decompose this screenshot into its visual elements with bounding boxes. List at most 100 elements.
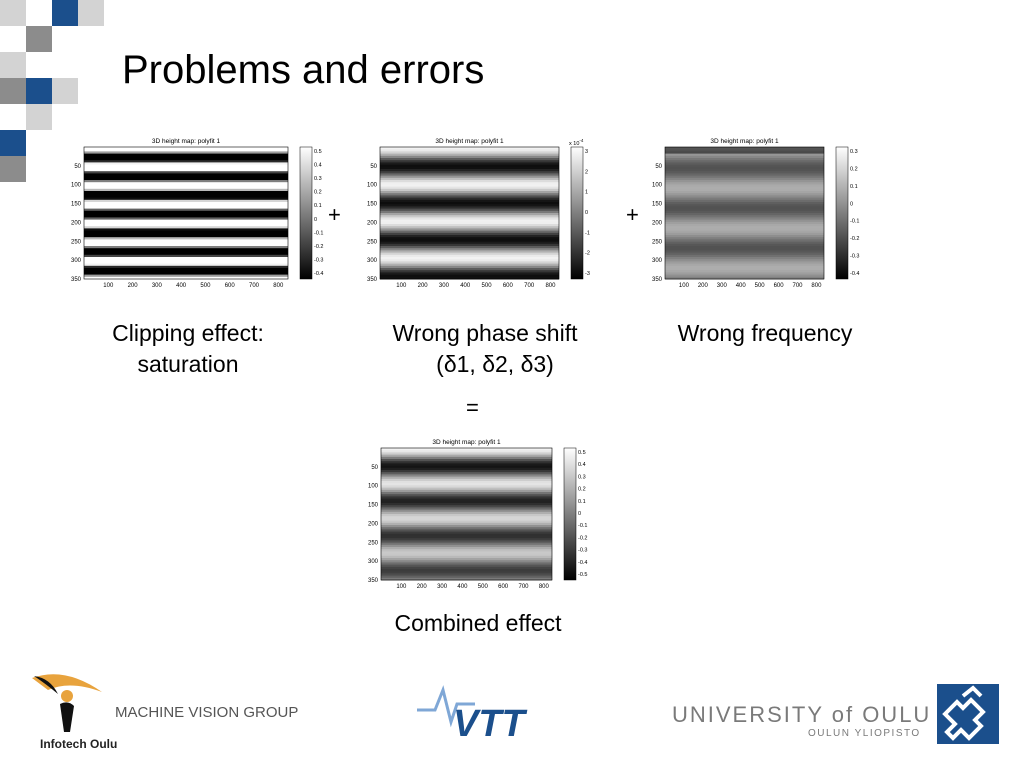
stripe-band xyxy=(84,246,288,249)
stripe-band xyxy=(84,186,288,190)
colorbar-tick-label: 0 xyxy=(578,511,581,517)
stripe-band xyxy=(84,274,288,278)
stripe-band xyxy=(665,228,824,232)
stripe-band xyxy=(665,180,824,183)
stripe-band xyxy=(665,158,824,161)
height-map-clipping: 3D height map: polyfit 1 50 100 150 200 250 30… xyxy=(60,133,350,295)
caption-phase-shift: Wrong phase shift (δ1, δ2, δ3) xyxy=(370,318,600,380)
stripe-band xyxy=(84,215,288,218)
height-map-svg: 3D height map: polyfit 15010015020025030… xyxy=(652,138,860,289)
stripe-band xyxy=(381,547,552,550)
stripe-band xyxy=(380,237,559,240)
height-map-svg: 3D height map: polyfit 15010015020025030… xyxy=(367,138,590,289)
x-tick-label: 600 xyxy=(498,584,509,590)
x-tick-label: 800 xyxy=(273,283,284,289)
stripe-band xyxy=(665,199,824,203)
colorbar-exponent-power: -4 xyxy=(579,138,583,143)
plus-sign: + xyxy=(328,202,341,227)
deco-square xyxy=(26,26,52,52)
y-tick-label: 200 xyxy=(367,220,378,226)
x-tick-label: 800 xyxy=(539,584,550,590)
x-tick-label: 300 xyxy=(439,283,450,289)
stripe-band xyxy=(380,166,559,170)
stripe-band xyxy=(665,191,824,194)
stripe-band xyxy=(381,470,552,473)
y-tick-label: 200 xyxy=(652,220,663,226)
stripe-band xyxy=(84,149,288,152)
stripe-band xyxy=(84,204,288,207)
height-map-frequency: 3D height map: polyfit 1 50 100 150 200 250 30… xyxy=(641,133,886,295)
stripe-band xyxy=(665,186,824,190)
x-tick-label: 500 xyxy=(482,283,493,289)
stripe-band xyxy=(665,171,824,174)
stripe-band xyxy=(665,241,824,245)
stripe-band xyxy=(380,228,559,232)
stripe-band xyxy=(381,465,552,469)
colorbar-tick-label: 0.1 xyxy=(578,499,586,505)
stripe-band xyxy=(381,520,552,524)
colorbar-tick-label: -0.5 xyxy=(578,572,587,578)
colorbar-tick-label: 0.4 xyxy=(578,462,586,468)
stripe-band xyxy=(381,560,552,563)
stripe-band xyxy=(84,199,288,203)
stripe-band xyxy=(380,274,559,278)
stripe-band xyxy=(84,164,288,168)
stripe-band xyxy=(381,553,552,557)
x-tick-label: 100 xyxy=(679,283,690,289)
stripe-band xyxy=(381,571,552,574)
colorbar-tick-label: 0.3 xyxy=(314,176,322,182)
x-tick-label: 600 xyxy=(503,283,514,289)
stripe-band xyxy=(381,456,552,460)
colorbar-tick-label: -3 xyxy=(585,271,590,277)
stripe-band xyxy=(665,215,824,218)
x-tick-label: 400 xyxy=(460,283,471,289)
stripe-band xyxy=(380,235,559,238)
plot-title: 3D height map: polyfit 1 xyxy=(432,439,501,446)
stripe-band xyxy=(84,268,288,271)
stripe-band xyxy=(665,177,824,181)
stripe-band xyxy=(665,276,824,280)
stripe-band xyxy=(665,149,824,152)
stripe-band xyxy=(380,193,559,196)
x-tick-label: 200 xyxy=(417,584,428,590)
stripe-band xyxy=(84,173,288,177)
stripe-band xyxy=(84,254,288,258)
y-tick-label: 150 xyxy=(652,202,663,208)
stripe-band xyxy=(84,180,288,183)
stripe-band xyxy=(665,193,824,196)
stripe-band xyxy=(665,272,824,276)
stripe-band xyxy=(665,252,824,256)
stripe-band xyxy=(84,272,288,276)
y-tick-label: 350 xyxy=(367,277,378,283)
stripe-band xyxy=(381,555,552,559)
x-tick-label: 700 xyxy=(524,283,535,289)
colorbar-tick-label: 0.5 xyxy=(578,450,586,456)
stripe-band xyxy=(381,569,552,572)
colorbar-tick-label: 0 xyxy=(314,217,317,223)
stripe-band xyxy=(84,177,288,181)
stripe-band xyxy=(665,246,824,249)
colorbar-tick-label: -0.4 xyxy=(314,271,323,277)
stripe-band xyxy=(84,153,288,157)
stripe-band xyxy=(84,239,288,243)
stripe-band xyxy=(380,272,559,276)
deco-square xyxy=(0,156,26,182)
stripe-band xyxy=(665,184,824,188)
colorbar xyxy=(570,146,584,280)
y-tick-label: 100 xyxy=(71,183,82,189)
stripe-band xyxy=(380,153,559,157)
stripe-band xyxy=(665,217,824,221)
stripe-band xyxy=(380,186,559,190)
stripe-band xyxy=(380,210,559,214)
x-tick-label: 100 xyxy=(396,283,407,289)
caption-clipping: Clipping effect: saturation xyxy=(88,318,288,380)
stripe-band xyxy=(84,230,288,234)
stripe-band xyxy=(665,202,824,205)
stripe-band xyxy=(84,208,288,212)
stripe-band xyxy=(84,210,288,214)
stripe-band xyxy=(381,527,552,530)
stripe-band xyxy=(84,160,288,163)
x-tick-label: 400 xyxy=(176,283,187,289)
stripe-band xyxy=(381,531,552,535)
stripe-band xyxy=(665,268,824,271)
